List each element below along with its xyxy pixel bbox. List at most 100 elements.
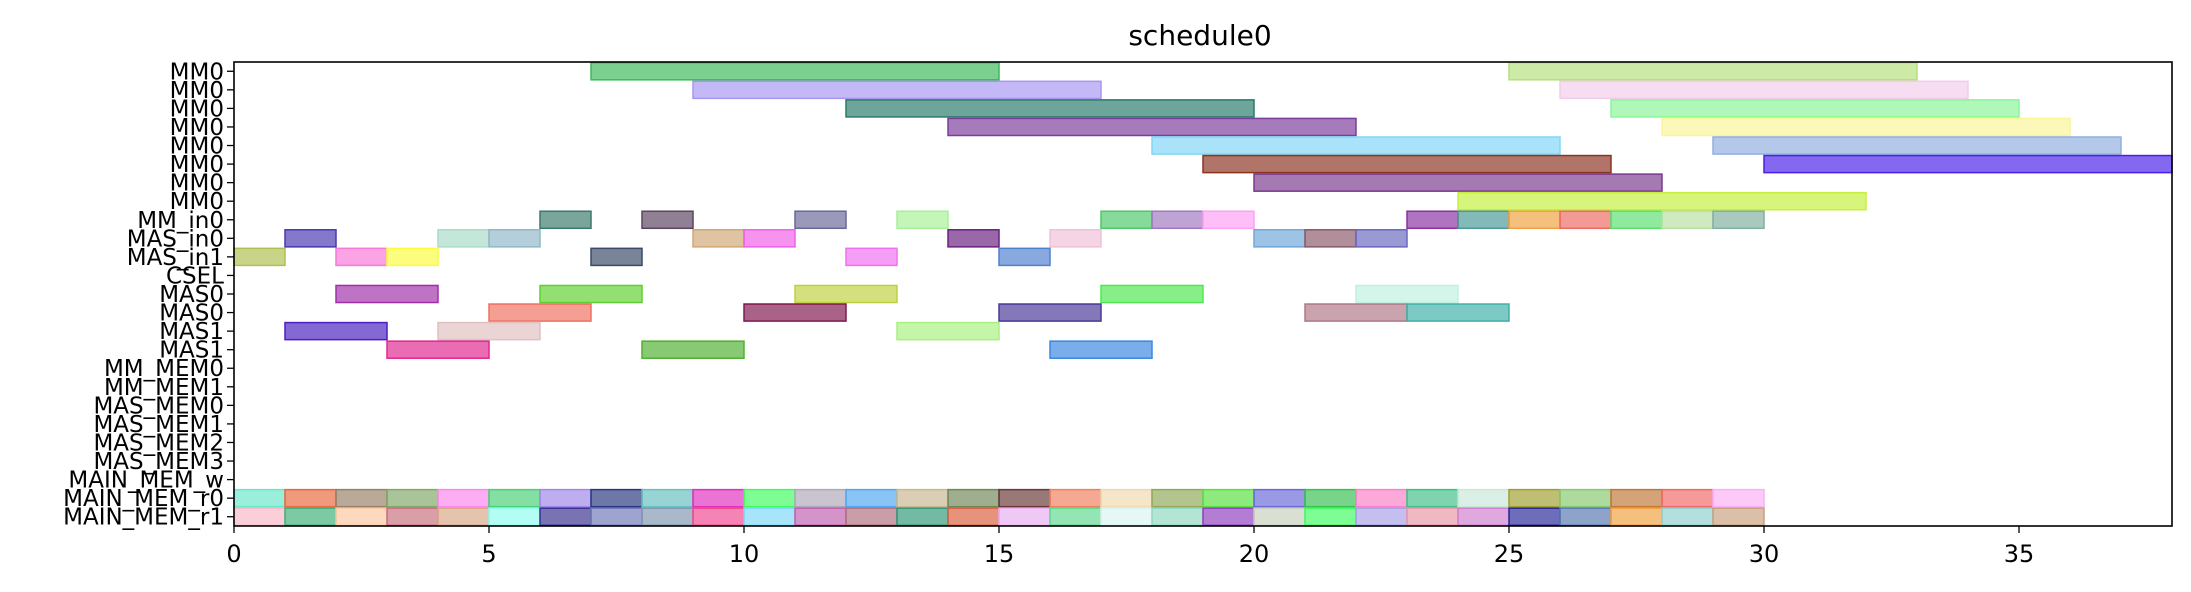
y-tick-label: MM0 [170, 171, 224, 197]
gantt-bar [539, 210, 592, 230]
chart-title: schedule0 [1128, 19, 1271, 52]
gantt-bar [947, 507, 1000, 527]
x-tick-label: 15 [984, 540, 1015, 568]
gantt-bar [641, 210, 694, 230]
gantt-bar [488, 229, 541, 248]
gantt-bar [488, 488, 541, 508]
gantt-bar [1355, 229, 1408, 248]
y-tick-label: MM_MEM0 [104, 356, 224, 382]
gantt-bar [1049, 488, 1102, 508]
gantt-bar [488, 507, 541, 527]
gantt-bar [743, 488, 796, 508]
y-tick-label: MAS_in0 [127, 226, 224, 252]
y-tick-label: MAIN_MEM_w [68, 468, 224, 494]
gantt-bar [743, 229, 796, 248]
x-tick-label: 35 [2004, 540, 2035, 568]
gantt-bar [1661, 210, 1714, 230]
y-axis-labels: MM0MM0MM0MM0MM0MM0MM0MM0MM_in0MAS_in0MAS… [63, 59, 234, 531]
gantt-bar [437, 507, 490, 527]
gantt-bar [590, 488, 643, 508]
gantt-bar [1304, 303, 1408, 322]
gantt-bar [284, 321, 388, 341]
gantt-bar [1610, 210, 1663, 230]
gantt-bar [1253, 507, 1306, 527]
gantt-bar [1712, 136, 2122, 155]
gantt-bar [845, 99, 1255, 118]
y-tick-label: MM_in0 [137, 208, 224, 234]
x-tick-label: 5 [481, 540, 496, 568]
gantt-bar [947, 488, 1000, 508]
gantt-bar [335, 247, 388, 267]
gantt-bar [1508, 210, 1561, 230]
y-tick-label: MAS1 [159, 338, 224, 364]
gantt-bar [692, 229, 745, 248]
gantt-bar [335, 507, 388, 527]
gantt-bar [1406, 210, 1459, 230]
gantt-bar [845, 488, 898, 508]
gantt-bar [692, 488, 745, 508]
gantt-bar [539, 284, 643, 304]
gantt-bar [1508, 488, 1561, 508]
gantt-bar [1151, 136, 1561, 155]
gantt-bar [1610, 488, 1663, 508]
gantt-bar [998, 303, 1102, 322]
gantt-bar [284, 488, 337, 508]
gantt-bar [1253, 229, 1306, 248]
gantt-bar [386, 507, 439, 527]
y-tick-label: MAS_MEM0 [93, 393, 224, 419]
gantt-bar [335, 284, 439, 304]
gantt-bar [1406, 507, 1459, 527]
x-tick-label: 30 [1749, 540, 1780, 568]
bars-layer [233, 61, 2173, 527]
gantt-bar [590, 247, 643, 267]
gantt-bar [539, 507, 592, 527]
gantt-bar [794, 284, 898, 304]
gantt-bar [1763, 154, 2173, 174]
gantt-bar [1559, 80, 1969, 100]
gantt-bar [743, 507, 796, 527]
gantt-bar [233, 488, 286, 508]
gantt-bar [437, 488, 490, 508]
y-tick-label: CSEL [166, 263, 224, 289]
gantt-bar [1304, 488, 1357, 508]
gantt-bar [794, 507, 847, 527]
gantt-bar [590, 61, 1000, 81]
gantt-bar [641, 340, 745, 359]
gantt-bar [284, 229, 337, 248]
y-tick-label: MM0 [170, 96, 224, 122]
gantt-bar [386, 340, 490, 359]
gantt-bar [845, 247, 898, 267]
gantt-bar [1457, 191, 1867, 211]
gantt-bar [1406, 303, 1510, 322]
gantt-bar [1457, 210, 1510, 230]
gantt-bar [1712, 507, 1765, 527]
x-tick-label: 10 [729, 540, 760, 568]
y-tick-label: MM0 [170, 59, 224, 85]
gantt-bar [1100, 210, 1153, 230]
gantt-bar [896, 507, 949, 527]
gantt-bar [335, 488, 388, 508]
gantt-bar [947, 229, 1000, 248]
x-tick-label: 20 [1239, 540, 1270, 568]
gantt-bar [1712, 210, 1765, 230]
gantt-bar [1559, 507, 1612, 527]
gantt-bar [998, 507, 1051, 527]
gantt-bar [1049, 229, 1102, 248]
gantt-bar [998, 488, 1051, 508]
gantt-bar [284, 507, 337, 527]
y-tick-label: MM_MEM1 [104, 375, 224, 401]
gantt-bar [692, 80, 1102, 100]
gantt-bar [437, 229, 490, 248]
gantt-bar [1559, 210, 1612, 230]
gantt-bar [1355, 284, 1459, 304]
gantt-bar [1661, 117, 2071, 137]
gantt-bar [1202, 154, 1612, 174]
gantt-bar [1151, 210, 1204, 230]
gantt-bar [896, 210, 949, 230]
gantt-bar [233, 507, 286, 527]
y-tick-label: MAS_in1 [127, 245, 224, 271]
gantt-bar [794, 488, 847, 508]
gantt-bar [794, 210, 847, 230]
gantt-bar [1610, 507, 1663, 527]
